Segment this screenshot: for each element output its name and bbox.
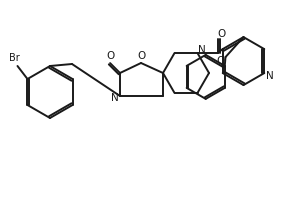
Text: N: N [266,71,274,81]
Text: N: N [111,93,119,103]
Text: O: O [217,29,226,39]
Text: O: O [106,51,114,61]
Text: N: N [198,45,205,55]
Text: Br: Br [9,53,20,63]
Text: O: O [217,56,225,66]
Text: O: O [137,51,145,61]
